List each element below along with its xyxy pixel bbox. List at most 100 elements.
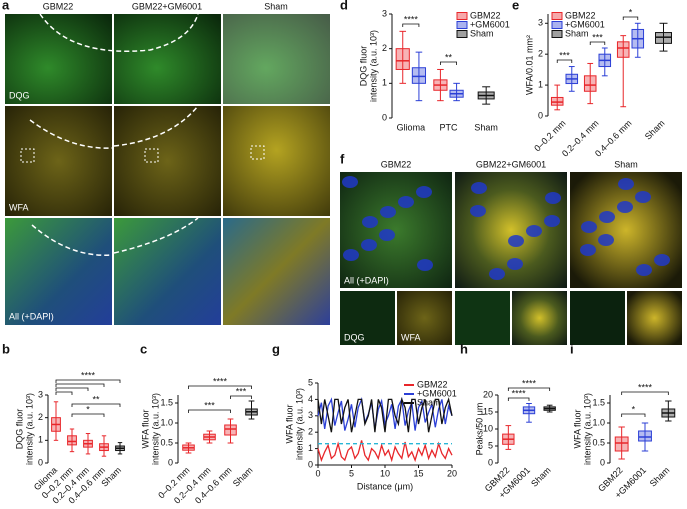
significance-bracket [71, 403, 121, 407]
box [67, 435, 77, 446]
panel-label: i [570, 341, 574, 356]
zoom-box [20, 148, 35, 163]
significance-bracket [621, 391, 669, 395]
nucleus [361, 239, 377, 251]
micrograph [5, 106, 112, 216]
micrograph [114, 218, 221, 325]
y-tick-label: 1 [38, 435, 43, 445]
y-axis-label: intensity (a.u. 10³) [582, 393, 592, 465]
y-tick-label: 0 [600, 457, 605, 467]
nucleus [379, 229, 395, 241]
image-label: All (+DAPI) [344, 275, 389, 285]
y-tick-label: 3 [538, 18, 543, 28]
y-axis-label: WFA fluor [572, 409, 582, 448]
y-tick-label: 20 [483, 389, 493, 399]
nucleus [581, 221, 597, 233]
column-header: GBM22 [43, 1, 74, 11]
significance-label: **** [522, 378, 537, 388]
legend-swatch [551, 12, 563, 20]
significance-bracket [507, 397, 530, 401]
nucleus [417, 259, 433, 271]
legend-label: Sham [470, 28, 494, 38]
box [638, 430, 652, 442]
y-tick-label: 0 [382, 112, 387, 122]
column-header: GBM22+GM6001 [132, 1, 202, 11]
micrograph [223, 14, 330, 104]
box [583, 75, 597, 92]
panel-label: e [512, 0, 519, 12]
y-tick-label: 10 [483, 423, 493, 433]
panel-label: f [340, 151, 345, 166]
legend-label: +GM6001 [470, 19, 510, 29]
legend-swatch [456, 21, 468, 29]
image-label: WFA [401, 332, 421, 342]
nucleus [398, 196, 414, 208]
micrograph [340, 172, 452, 288]
micrograph [5, 218, 112, 325]
y-tick-label: 2 [382, 43, 387, 53]
x-tick-label: Glioma [397, 122, 426, 132]
nucleus [599, 211, 615, 223]
panel-label: d [340, 0, 348, 12]
x-tick-label: Sham [643, 118, 667, 142]
line-series [317, 440, 453, 463]
column-header: GBM22 [381, 159, 412, 169]
significance-bracket [507, 387, 551, 391]
legend-label: GBM22 [417, 379, 448, 389]
tumor-border [29, 105, 199, 149]
y-axis-label: WFA fluor [284, 404, 294, 443]
significance-bracket [402, 23, 420, 27]
column-header: Sham [264, 1, 288, 11]
nucleus [416, 186, 432, 198]
column-header: Sham [614, 159, 638, 169]
significance-bracket [71, 413, 105, 417]
y-axis-label: intensity (a.u. 10³) [294, 388, 304, 460]
nuclei [342, 176, 670, 280]
y-axis-label: intensity (a.u. 10³) [150, 393, 160, 465]
row-label: WFA [9, 202, 29, 212]
x-tick-label: Sham [648, 465, 672, 489]
box [655, 32, 672, 44]
legend-label: GBM22 [565, 10, 596, 20]
zoom-box [144, 148, 159, 163]
nucleus [526, 225, 542, 237]
significance-bracket [188, 385, 252, 389]
significance-label: ** [92, 394, 100, 404]
box [550, 96, 564, 106]
micrograph [455, 291, 510, 345]
y-axis-label: WFA fluor [140, 409, 150, 448]
significance-label: **** [638, 382, 653, 392]
x-tick-label: Sham [231, 465, 255, 489]
x-tick-label: 20 [447, 468, 457, 478]
significance-bracket [556, 59, 573, 63]
panel-label: c [140, 341, 147, 356]
legend-label: Sham [565, 28, 589, 38]
nucleus [618, 178, 634, 190]
y-tick-label: 2 [308, 427, 313, 437]
nucleus [545, 192, 561, 204]
tumor-border [39, 13, 199, 52]
significance-bracket [55, 383, 105, 387]
significance-bracket [440, 61, 457, 65]
legend-swatch [456, 12, 468, 20]
significance-label: **** [213, 376, 228, 386]
zoom-box [250, 145, 265, 160]
y-tick-label: 0 [38, 457, 43, 467]
significance-bracket [55, 387, 89, 391]
nucleus [362, 216, 378, 228]
y-axis-label: DQG fluor [14, 409, 24, 450]
y-tick-label: 1 [538, 79, 543, 89]
y-axis-label: intensity (a.u. 10³) [24, 393, 34, 465]
micrograph [114, 106, 221, 216]
y-tick-label: 15 [483, 406, 493, 416]
y-tick-label: 0.5 [592, 437, 605, 447]
image-label: DQG [344, 332, 365, 342]
nucleus [489, 268, 505, 280]
nucleus [598, 234, 614, 246]
significance-label: * [632, 404, 636, 414]
significance-label: *** [559, 50, 570, 60]
x-tick-label: Sham [474, 122, 498, 132]
nucleus [508, 235, 524, 247]
tumor-border [31, 217, 199, 256]
